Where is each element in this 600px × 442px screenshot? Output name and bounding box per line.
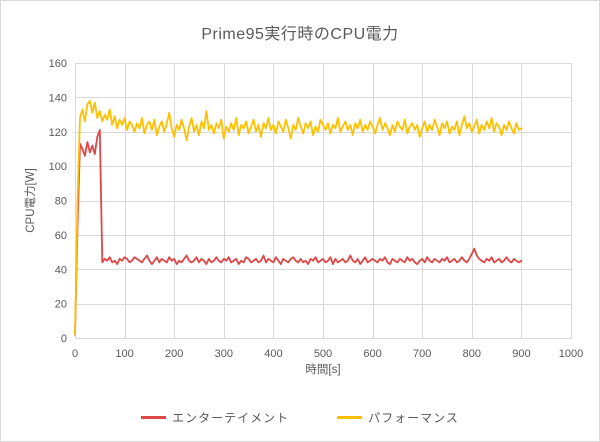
svg-text:400: 400 (264, 348, 282, 360)
svg-text:160: 160 (49, 58, 67, 70)
svg-text:20: 20 (55, 299, 67, 311)
x-axis-tick-labels: 0 100 200 300 400 500 600 700 800 900 1000 (72, 348, 583, 360)
svg-text:0: 0 (61, 333, 67, 345)
legend-item-performance: パフォーマンス (337, 409, 459, 426)
svg-text:0: 0 (72, 348, 78, 360)
svg-text:40: 40 (55, 264, 67, 276)
gridlines (75, 63, 572, 339)
chart-title: Prime95実行時のCPU電力 (201, 26, 399, 43)
svg-text:200: 200 (165, 348, 183, 360)
svg-text:600: 600 (363, 348, 381, 360)
svg-text:300: 300 (215, 348, 233, 360)
y-axis-tick-labels: 0 20 40 60 80 100 120 140 160 (49, 58, 67, 345)
legend-label-performance: パフォーマンス (368, 411, 459, 425)
svg-text:500: 500 (314, 348, 332, 360)
svg-text:60: 60 (55, 230, 67, 242)
svg-text:100: 100 (115, 348, 133, 360)
svg-text:700: 700 (413, 348, 431, 360)
y-axis-title: CPU電力[W] (24, 168, 37, 233)
svg-text:80: 80 (55, 196, 67, 208)
legend-item-entertainment: エンターテイメント (141, 409, 289, 426)
series-line-performance (74, 99, 523, 336)
svg-text:800: 800 (463, 348, 481, 360)
svg-text:140: 140 (49, 92, 67, 104)
series-line-entertainment (74, 129, 523, 336)
svg-text:900: 900 (512, 348, 530, 360)
legend: エンターテイメント パフォーマンス (1, 409, 599, 426)
legend-swatch-performance (337, 416, 363, 419)
legend-label-entertainment: エンターテイメント (172, 411, 290, 425)
x-axis-title: 時間[s] (305, 363, 340, 376)
svg-text:120: 120 (49, 127, 67, 139)
svg-text:100: 100 (49, 161, 67, 173)
legend-swatch-entertainment (141, 416, 167, 419)
svg-text:1000: 1000 (559, 348, 583, 360)
